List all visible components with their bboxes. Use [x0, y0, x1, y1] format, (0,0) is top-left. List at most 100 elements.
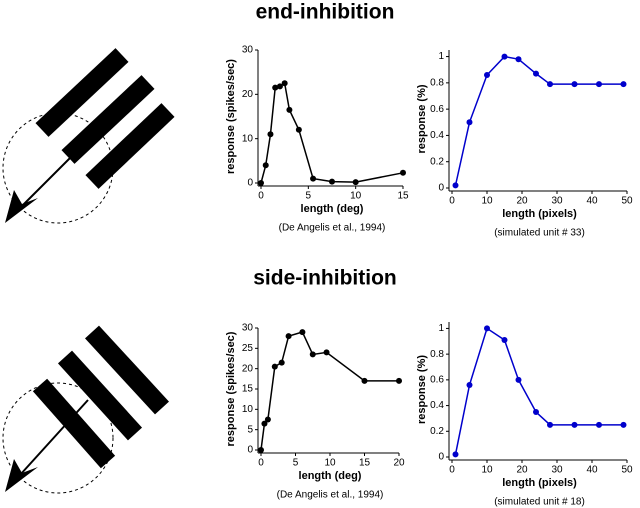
data-point [310, 175, 317, 182]
y-tick-label: 1 [438, 51, 444, 62]
x-tick-label: 0 [258, 191, 264, 202]
data-point [329, 178, 335, 185]
data-point [309, 351, 316, 358]
data-point [484, 325, 490, 332]
data-point [620, 421, 627, 428]
data-point [262, 162, 269, 169]
y-tick-label: 15 [242, 384, 254, 395]
x-tick-label: 15 [397, 191, 409, 202]
data-point [515, 56, 522, 63]
y-tick-label: 0.4 [430, 400, 444, 411]
data-point [533, 409, 539, 415]
x-tick-label: 10 [350, 191, 362, 202]
data-point [484, 71, 490, 78]
y-tick-label: 10 [242, 133, 254, 144]
data-point [452, 451, 459, 458]
y-tick-label: 0.6 [430, 104, 444, 115]
data-line [454, 55, 624, 186]
x-tick-label: 5 [306, 191, 312, 202]
x-tick-label: 30 [551, 465, 563, 476]
y-tick-label: 20 [242, 89, 254, 100]
data-point [272, 84, 279, 91]
data-point [515, 376, 522, 383]
x-tick-label: 20 [393, 458, 405, 469]
section-title: side-inhibition [253, 267, 396, 290]
y-tick-label: 1 [438, 323, 444, 334]
x-tick-label: 40 [586, 196, 598, 207]
data-point [271, 363, 278, 370]
caption: (De Angelis et al., 1994) [279, 223, 386, 234]
x-tick-label: 10 [481, 465, 493, 476]
y-tick-label: 5 [247, 424, 253, 435]
data-point [285, 333, 292, 340]
data-point [547, 421, 553, 428]
data-point [501, 53, 508, 60]
x-tick-label: 10 [324, 458, 336, 469]
y-axis-label: response (%) [416, 355, 428, 424]
x-tick-label: 30 [551, 196, 563, 207]
data-point [352, 179, 359, 186]
y-tick-label: 0 [247, 178, 253, 189]
x-axis-label: length (deg) [299, 470, 362, 482]
x-tick-label: 0 [449, 196, 455, 207]
x-axis-label: length (pixels) [502, 208, 577, 220]
data-point [323, 349, 330, 356]
data-point [278, 359, 285, 366]
y-tick-label: 0 [438, 452, 444, 463]
x-tick-label: 15 [359, 458, 371, 469]
y-axis-label: response (spikes/sec) [225, 331, 237, 446]
x-tick-label: 50 [621, 465, 633, 476]
y-tick-label: 0.2 [430, 426, 444, 437]
y-tick-label: 0.2 [430, 156, 444, 167]
x-tick-label: 0 [258, 458, 264, 469]
end-stimulus [2, 48, 175, 224]
data-point [466, 382, 473, 388]
y-axis-label: response (spikes/sec) [225, 59, 237, 174]
data-point [596, 81, 602, 88]
x-tick-label: 5 [293, 458, 299, 469]
data-point [267, 131, 274, 138]
x-tick-label: 20 [516, 196, 528, 207]
data-point [258, 180, 264, 186]
y-tick-label: 30 [242, 45, 254, 56]
data-line [260, 81, 404, 184]
x-tick-label: 40 [586, 465, 598, 476]
x-axis-label: length (deg) [301, 203, 364, 215]
data-point [361, 377, 368, 384]
y-tick-label: 20 [242, 363, 254, 374]
y-axis-label: response (%) [416, 84, 428, 153]
x-axis-label: length (pixels) [502, 477, 577, 489]
caption: (simulated unit # 33) [494, 228, 585, 239]
y-tick-label: 25 [242, 343, 254, 354]
data-point [261, 420, 268, 427]
side-stimulus [2, 325, 169, 494]
data-line [260, 331, 399, 451]
data-point [258, 447, 264, 453]
x-tick-label: 50 [621, 196, 633, 207]
y-tick-label: 0.4 [430, 130, 444, 141]
data-point [400, 169, 406, 176]
y-tick-label: 0.8 [430, 349, 444, 360]
data-point [501, 337, 508, 343]
data-point [286, 106, 293, 113]
data-point [466, 119, 473, 126]
data-point [295, 126, 302, 133]
y-tick-label: 30 [242, 323, 254, 334]
data-point [396, 377, 402, 384]
data-point [299, 329, 306, 336]
section-title: end-inhibition [256, 1, 395, 24]
data-point [281, 80, 288, 87]
data-point [596, 421, 602, 428]
caption: (De Angelis et al., 1994) [277, 490, 384, 501]
y-tick-label: 0.8 [430, 77, 444, 88]
y-tick-label: 0.6 [430, 374, 444, 385]
data-point [276, 83, 283, 90]
data-line [454, 327, 624, 455]
data-point [547, 81, 553, 88]
data-point [264, 416, 271, 423]
data-point [620, 81, 627, 88]
data-point [452, 182, 459, 189]
y-tick-label: 0 [438, 183, 444, 194]
y-tick-label: 10 [242, 404, 254, 415]
